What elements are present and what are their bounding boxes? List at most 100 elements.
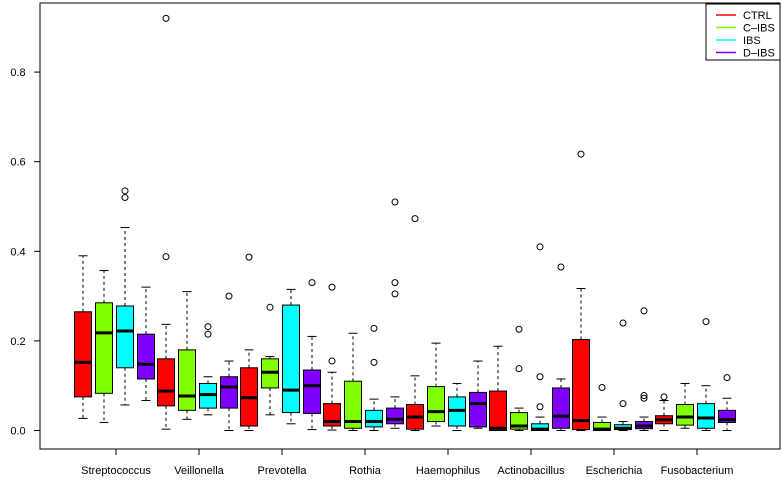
outlier-point [536, 373, 544, 381]
box-iqr [386, 407, 404, 425]
outlier-point [515, 325, 523, 333]
outlier-point [225, 292, 233, 300]
box-iqr [116, 305, 134, 369]
outlier-point [557, 263, 565, 271]
box-group [655, 393, 673, 431]
boxes-layer [74, 14, 736, 432]
y-axis: 0.0 0.2 0.4 0.6 0.8 [10, 67, 40, 438]
box-group [531, 243, 549, 431]
box-group [510, 325, 528, 431]
box-group [303, 279, 321, 431]
box-group [137, 286, 155, 401]
box-group [240, 253, 258, 431]
x-tick-label: Streptococcus [81, 465, 151, 477]
x-tick-label: Escherichia [586, 465, 644, 477]
outlier-point [121, 187, 129, 195]
box-group [489, 345, 507, 431]
box-iqr [178, 349, 196, 411]
outlier-point [204, 323, 212, 331]
outlier-point [370, 324, 378, 332]
box-iqr [344, 380, 362, 429]
outlier-point [577, 150, 585, 158]
outlier-point [162, 253, 170, 261]
box-iqr [572, 339, 590, 431]
outlier-point [391, 290, 399, 298]
box-iqr [676, 404, 694, 426]
outlier-point [266, 303, 274, 311]
box-group [635, 307, 653, 431]
box-group [74, 255, 92, 419]
legend-label: C–IBS [743, 23, 775, 35]
box-iqr [282, 304, 300, 414]
outlier-point [723, 374, 731, 382]
legend-label: IBS [743, 35, 761, 47]
outlier-point [370, 358, 378, 366]
y-tick-label: 0.6 [10, 157, 25, 169]
box-group [386, 198, 404, 429]
outlier-point [536, 403, 544, 411]
legend-label: CTRL [743, 10, 772, 22]
box-group [406, 215, 424, 431]
box-group [116, 187, 134, 406]
legend-box [705, 3, 781, 61]
box-group [323, 283, 341, 431]
outlier-point [121, 194, 129, 202]
box-group [593, 383, 611, 432]
x-axis: Streptococcus Veillonella Prevotella Rothia… [81, 449, 733, 477]
box-iqr [303, 369, 321, 414]
box-iqr [95, 302, 113, 394]
y-tick-label: 0.4 [10, 246, 25, 258]
box-iqr [220, 376, 238, 409]
box-group [676, 382, 694, 429]
box-iqr [552, 387, 570, 429]
box-group [614, 319, 632, 431]
outlier-point [702, 318, 710, 326]
box-iqr [157, 358, 175, 407]
outlier-point [204, 330, 212, 338]
outlier-point [619, 319, 627, 327]
box-group [220, 292, 238, 431]
outlier-point [162, 14, 170, 22]
outlier-point [328, 283, 336, 291]
outlier-point [598, 383, 606, 391]
x-tick-label: Haemophilus [416, 465, 481, 477]
box-group [365, 324, 383, 431]
outlier-point [640, 394, 648, 402]
box-group [718, 374, 736, 431]
outlier-point [391, 279, 399, 287]
y-tick-label: 0.8 [10, 67, 25, 79]
legend-label: D–IBS [743, 48, 775, 60]
outlier-point [328, 357, 336, 365]
box-iqr [697, 403, 715, 429]
box-iqr [137, 333, 155, 380]
x-tick-label: Fusobacterium [661, 465, 734, 477]
box-group [427, 342, 445, 427]
y-tick-label: 0.2 [10, 336, 25, 348]
outlier-point [391, 198, 399, 206]
outlier-point [515, 365, 523, 373]
x-tick-label: Actinobacillus [497, 465, 565, 477]
box-group [344, 332, 362, 431]
outlier-point [619, 400, 627, 408]
outlier-point [660, 393, 668, 401]
plot-frame [39, 2, 781, 450]
box-group [95, 270, 113, 423]
x-tick-label: Prevotella [258, 465, 308, 477]
x-tick-label: Rothia [349, 465, 382, 477]
outlier-point [411, 215, 419, 223]
box-group [469, 360, 487, 429]
box-iqr [469, 391, 487, 428]
box-group [282, 288, 300, 425]
box-iqr [74, 311, 92, 398]
outlier-point [536, 243, 544, 251]
box-iqr [427, 386, 445, 423]
outlier-point [640, 307, 648, 315]
box-group [261, 303, 279, 416]
y-tick-label: 0.0 [10, 426, 25, 438]
box-group [552, 263, 570, 431]
outlier-point [245, 253, 253, 261]
outlier-point [640, 392, 648, 400]
box-group [199, 323, 217, 416]
